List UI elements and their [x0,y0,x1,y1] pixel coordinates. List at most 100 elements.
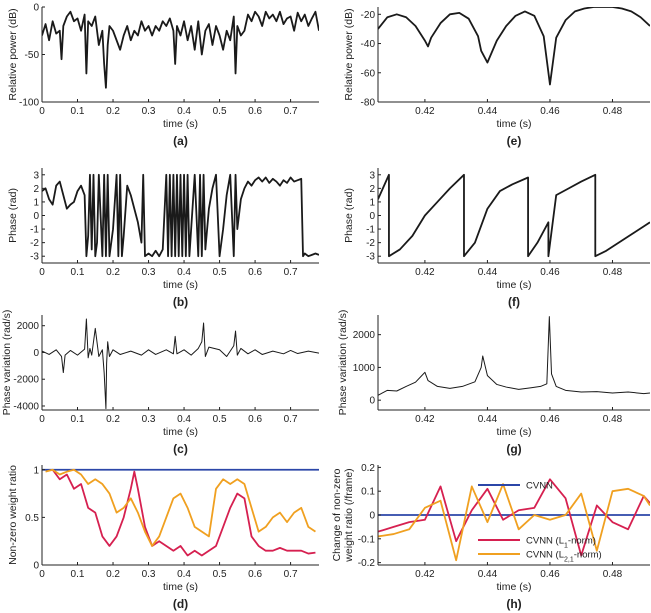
y-tick-label: -2000 [13,375,39,386]
x-tick-label: 0.42 [415,106,435,117]
y-axis-label: Non-zero weight ratio [7,465,19,565]
x-tick-label: 0.3 [142,267,156,278]
x-tick-label: 0.2 [106,414,120,425]
x-tick-label: 0.46 [540,569,560,580]
series-line-d-2 [45,468,316,547]
panel-c: 0 0.1 0.2 0.3 0.4 0.5 0.6 0.7 -4000 -2000 0 2000 tim… [1,310,319,456]
x-tick-label: 0.42 [415,267,435,278]
y-tick-label: 0 [33,211,39,222]
x-tick-label: 0.7 [284,414,298,425]
x-tick-label: 0 [39,106,45,117]
x-tick-label: 0.44 [478,106,498,117]
panel-a: 0 0.1 0.2 0.3 0.4 0.5 0.6 0.7 -100 -50 0 time (s) Re… [7,3,319,148]
x-tick-label: 0.2 [106,569,120,580]
x-tick-label: 0.2 [106,267,120,278]
y-tick-label: 1000 [353,363,376,374]
y-tick-label: -60 [361,68,376,79]
y-tick-label: -1 [30,225,39,236]
y-axis-label: Phase (rad) [7,188,19,243]
panel-label: (e) [507,134,522,148]
x-tick-label: 0.6 [248,267,262,278]
x-tick-label: 0.46 [540,106,560,117]
x-axis-label: time (s) [163,581,198,593]
x-tick-label: 0 [39,267,45,278]
series-line-f-0 [378,173,650,258]
y-tick-label: -0.2 [358,558,376,569]
y-axis-label: Relative power (dB) [343,8,355,100]
x-axis-label: time (s) [497,581,532,593]
y-tick-label: 2 [369,184,375,195]
x-tick-label: 0.1 [71,569,85,580]
x-tick-label: 0.3 [142,569,156,580]
x-tick-label: 0.5 [213,569,227,580]
panel-h: 0.42 0.44 0.46 0.48 -0.2 -0.1 0 0.1 0.2 time (s) C… [331,463,650,611]
y-tick-label: -4000 [13,401,39,412]
x-tick-label: 0.4 [177,414,191,425]
x-axis-label: time (s) [497,426,532,438]
x-tick-label: 0.42 [415,414,435,425]
x-tick-label: 0.7 [284,267,298,278]
x-tick-label: 0.44 [478,414,498,425]
x-tick-label: 0.4 [177,267,191,278]
x-tick-label: 0.6 [248,106,262,117]
x-tick-label: 0.2 [106,106,120,117]
x-tick-label: 0.5 [213,267,227,278]
x-tick-label: 0.48 [603,106,623,117]
x-axis-label: time (s) [163,279,198,291]
x-tick-label: 0 [39,569,45,580]
panel-label: (f) [508,295,520,309]
x-tick-label: 0.46 [540,414,560,425]
x-axis-label: time (s) [163,426,198,438]
x-axis-label: time (s) [497,118,532,130]
series-line-b-0 [42,173,319,258]
y-tick-label: 1 [369,197,375,208]
y-tick-label: 1 [33,197,39,208]
x-axis-label: time (s) [163,118,198,130]
x-tick-label: 0.48 [603,569,623,580]
y-tick-label: 0 [33,3,39,14]
legend: CVNN CVNN (L1-norm)CVNN (L2,1-norm) [478,481,602,563]
y-tick-label: -1 [366,225,375,236]
y-tick-label: 2 [33,184,39,195]
x-tick-label: 0.3 [142,106,156,117]
y-tick-label: 2000 [17,321,40,332]
y-tick-label: 3 [33,170,39,181]
y-tick-label: 0.5 [25,513,39,524]
y-tick-label: -2 [30,238,39,249]
panel-g: 0.42 0.44 0.46 0.48 0 1000 2000 time (s) Phase v… [337,310,650,456]
y-tick-label: 0 [33,348,39,359]
x-tick-label: 0.6 [248,414,262,425]
x-tick-label: 0.7 [284,569,298,580]
x-tick-label: 0.5 [213,414,227,425]
y-tick-label: 0.1 [361,487,375,498]
y-tick-label: -50 [25,50,40,61]
legend-entry: CVNN [526,481,553,492]
x-tick-label: 0.5 [213,106,227,117]
x-tick-label: 0.46 [540,267,560,278]
y-axis-label: Phase variation (rad/s) [337,310,349,416]
x-tick-label: 0.1 [71,106,85,117]
panel-label: (d) [173,597,188,611]
x-axis-label: time (s) [497,279,532,291]
y-tick-label: -0.1 [358,534,376,545]
x-tick-label: 0.4 [177,106,191,117]
panel-e: 0.42 0.44 0.46 0.48 -80 -60 -40 -20 time (s) Rela… [343,7,650,148]
x-tick-label: 0.4 [177,569,191,580]
x-tick-label: 0.44 [478,569,498,580]
y-tick-label: -100 [19,98,39,109]
panel-b: 0 0.1 0.2 0.3 0.4 0.5 0.6 0.7 -3 -2 -1 0 1 2 3 time (s)… [7,168,319,309]
panel-label: (a) [173,134,188,148]
y-tick-label: 0.2 [361,463,375,474]
y-tick-label: 0 [369,211,375,222]
y-tick-label: 3 [369,170,375,181]
x-tick-label: 0.1 [71,414,85,425]
x-tick-label: 0.6 [248,569,262,580]
y-tick-label: 2000 [353,330,376,341]
x-tick-label: 0.48 [603,267,623,278]
y-tick-label: 0 [369,396,375,407]
y-axis-label: Phase (rad) [343,188,355,243]
y-tick-label: -2 [366,238,375,249]
series-line-g-0 [378,316,650,396]
panel-f: 0.42 0.44 0.46 0.48 -3 -2 -1 0 1 2 3 time (s) Phase … [343,168,650,309]
y-tick-label: -20 [361,10,376,21]
